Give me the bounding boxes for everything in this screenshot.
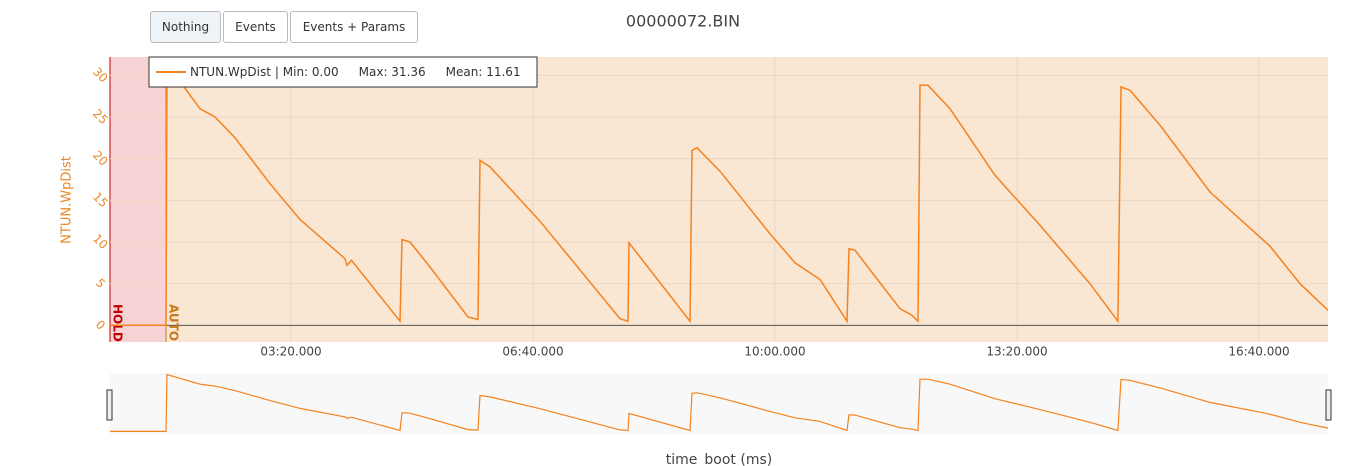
x-tick-label: 13:20.000 — [986, 345, 1047, 359]
legend-entry: Max: 31.36 — [359, 65, 426, 79]
slider-handle — [106, 389, 113, 421]
legend-text: NTUN.WpDist | Min: 0.00 Max: 31.36 Mean: 11… — [190, 65, 521, 79]
legend-entry: | Min: 0.00 — [275, 65, 339, 79]
legend: NTUN.WpDist | Min: 0.00 Max: 31.36 Mean: 11… — [148, 56, 538, 88]
y-tick-label: 30 — [90, 65, 111, 86]
mode-label: HOLD — [111, 304, 125, 342]
y-tick-label: 25 — [90, 106, 111, 127]
mode-label: AUTO — [167, 304, 181, 341]
legend-box — [148, 56, 538, 88]
range-line — [110, 373, 1329, 432]
chart-title: 00000072.BIN — [626, 12, 740, 31]
mode-region — [110, 57, 167, 342]
button[interactable]: Nothing — [150, 11, 221, 43]
y-tick-label: 15 — [90, 190, 111, 211]
line — [110, 61, 1329, 327]
x-axis-label: time_boot (ms) — [666, 452, 772, 466]
y-tick-label: 5 — [93, 276, 108, 291]
y-tick-label: 10 — [90, 231, 111, 252]
x-tick-label: 16:40.000 — [1228, 345, 1289, 359]
y-tick-label: 0 — [93, 317, 108, 332]
x-tick-label: 03:20.000 — [260, 345, 321, 359]
legend-entry: NTUN.WpDist — [190, 65, 271, 79]
y-axis-label: NTUN.WpDist — [60, 156, 75, 244]
legend-entry: Mean: 11.61 — [446, 65, 521, 79]
x-tick-label: 10:00.000 — [744, 345, 805, 359]
button[interactable]: Events — [223, 11, 288, 43]
slider-handle — [1325, 389, 1332, 421]
mode-region — [166, 57, 1328, 342]
range-slider — [110, 373, 1328, 435]
button[interactable]: Events + Params — [290, 11, 418, 43]
x-tick-label: 06:40.000 — [502, 345, 563, 359]
y-tick-label: 20 — [90, 148, 111, 169]
